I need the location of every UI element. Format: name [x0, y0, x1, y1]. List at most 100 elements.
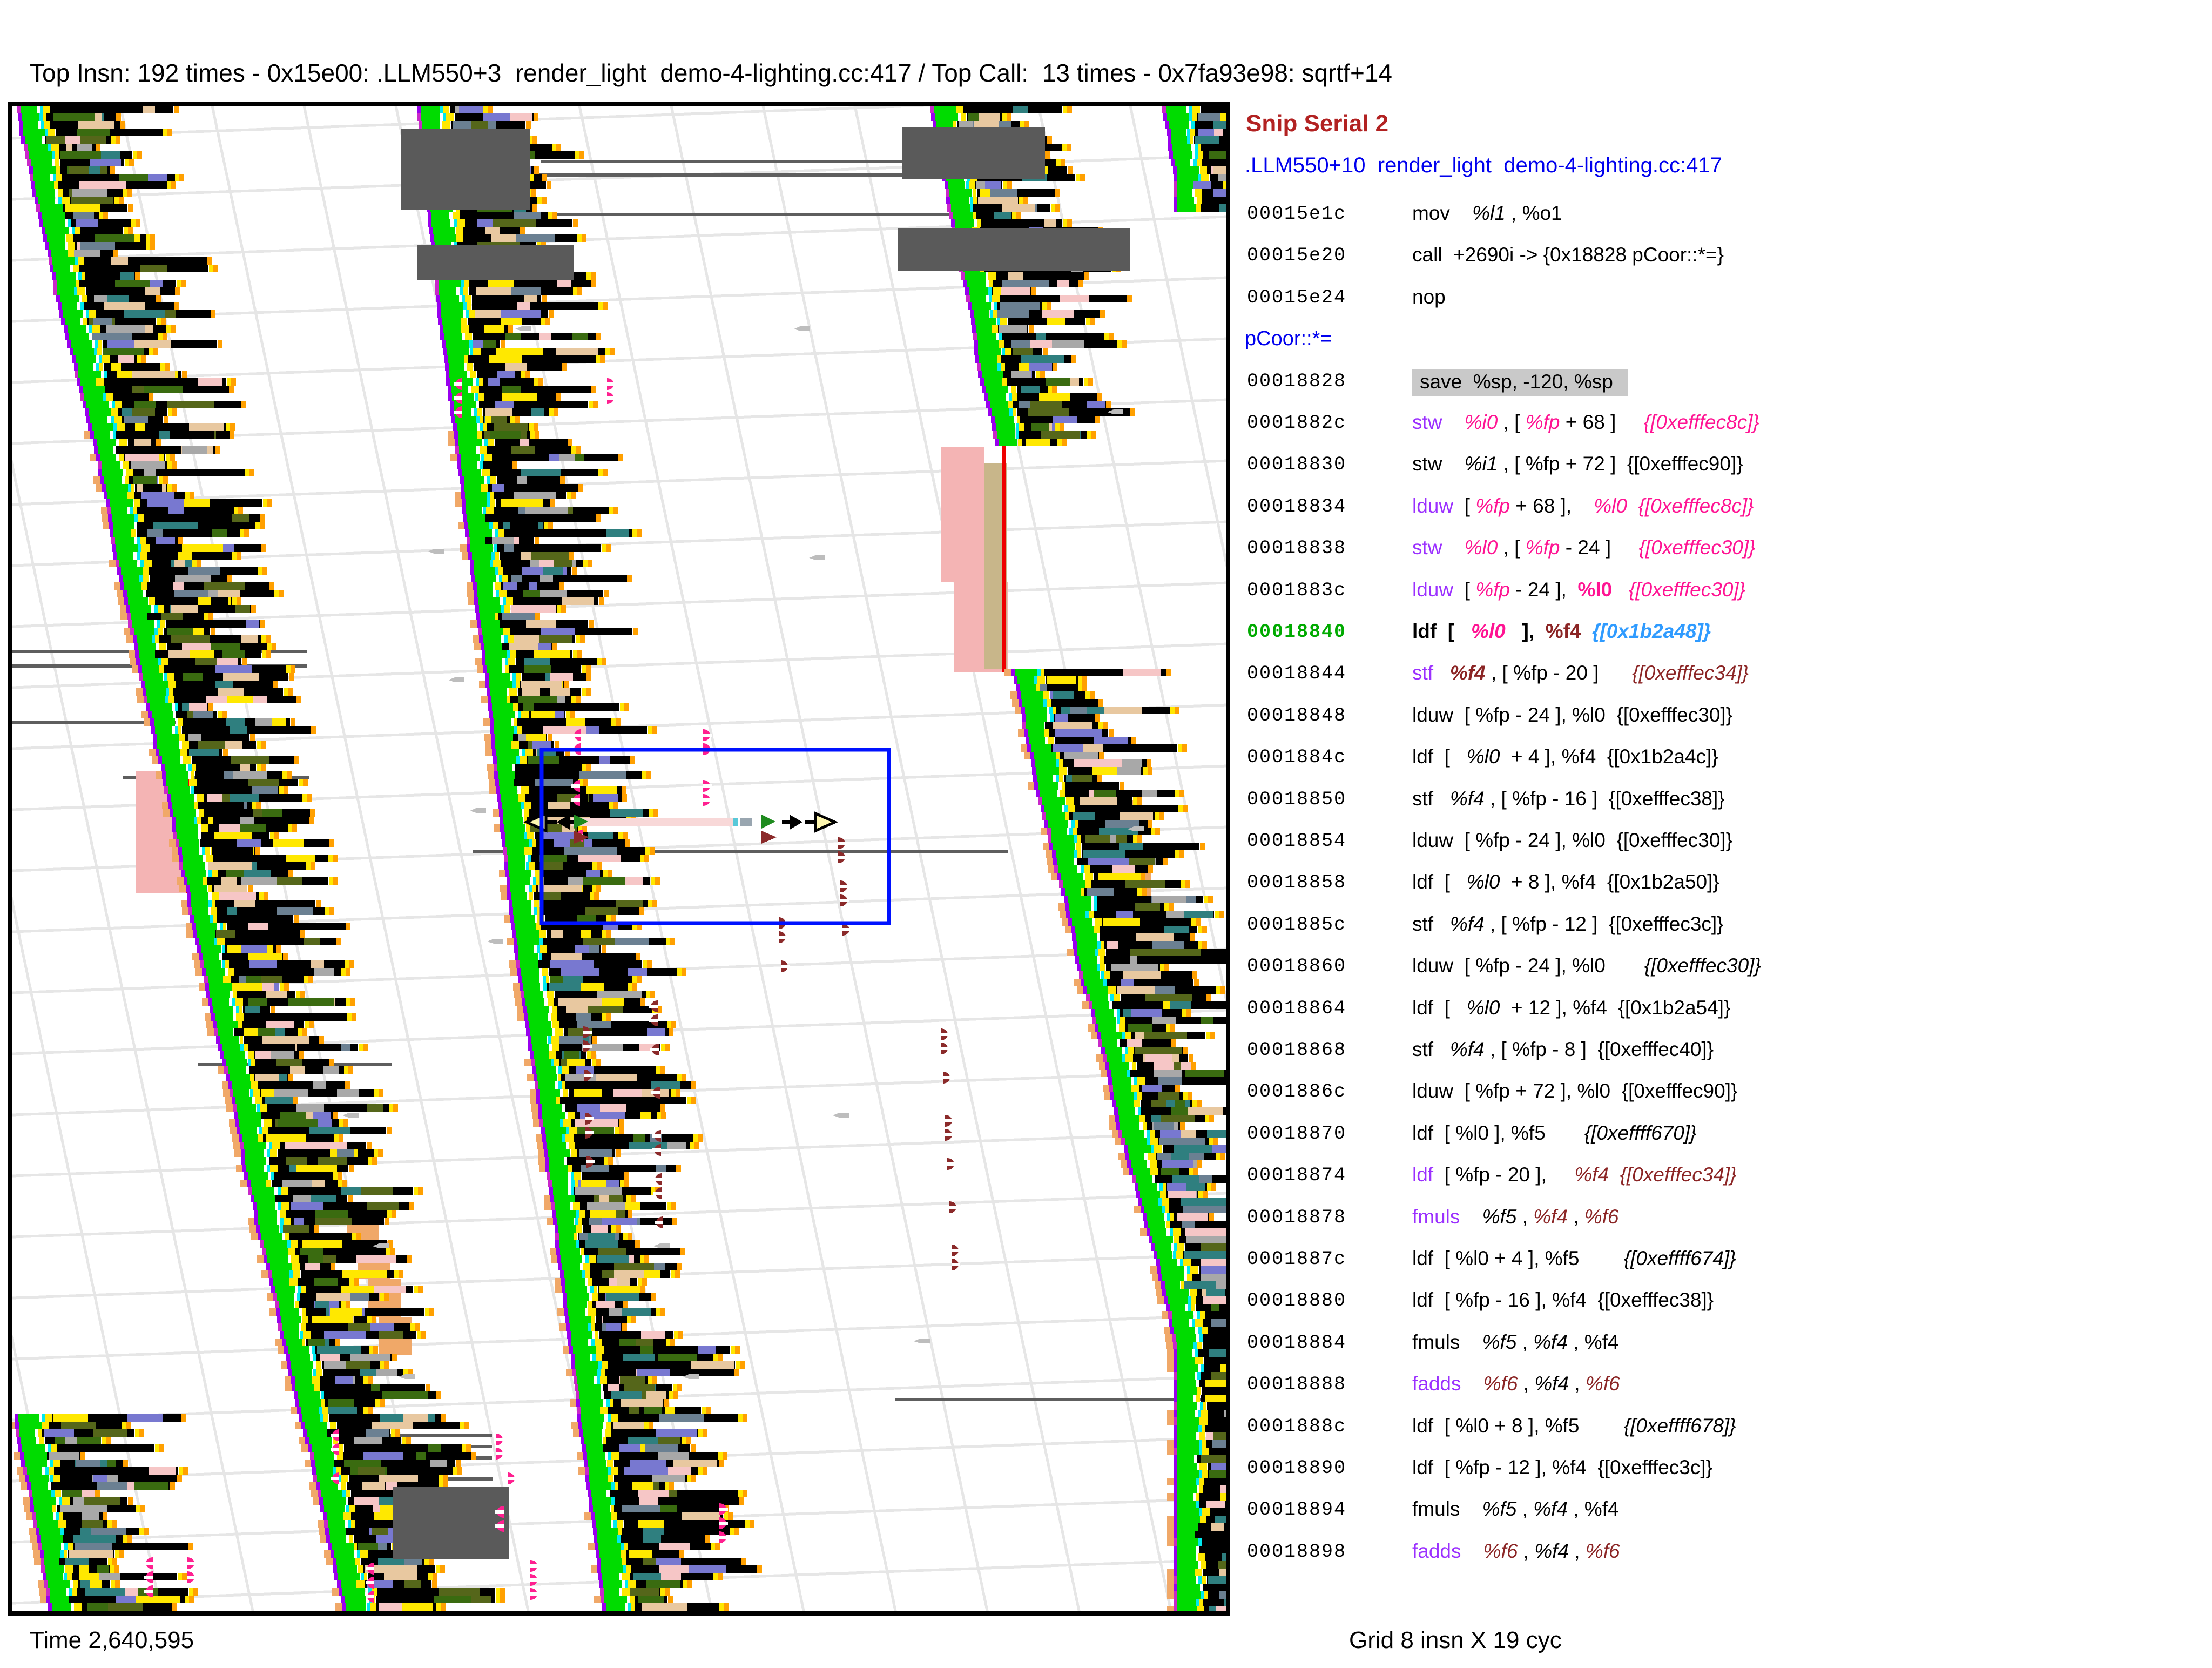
insn-address: 00018880 [1247, 1290, 1347, 1312]
insn-row[interactable]: 00018880 ldf [ %fp - 16 ], %f4 {[0xefffec… [1242, 1282, 2212, 1323]
insn-address: 0001884c [1247, 746, 1347, 769]
insn-address: 0001885c [1247, 913, 1347, 936]
insn-row[interactable]: 00018890 ldf [ %fp - 12 ], %f4 {[0xefffec… [1242, 1450, 2212, 1491]
insn-row[interactable]: 00018884 fmuls %f5 , %f4 , %f4 [1242, 1324, 2212, 1366]
insn-row[interactable]: 00015e1c mov %l1 , %o1 [1242, 196, 2212, 237]
insn-address: 0001882c [1247, 412, 1347, 434]
insn-text: lduw [ %fp + 72 ], %l0 {[0xefffec90]} [1412, 1080, 1738, 1102]
insn-text: ldf [ %l0 + 12 ], %f4 {[0x1b2a54]} [1412, 996, 1731, 1019]
insn-row[interactable]: 00018858 ldf [ %l0 + 8 ], %f4 {[0x1b2a50]… [1242, 864, 2212, 905]
insn-text: ldf [ %fp - 20 ], %f4 {[0xefffec34]} [1412, 1163, 1737, 1186]
insn-text: save %sp, -120, %sp [1412, 369, 1628, 396]
trace-svg[interactable] [12, 106, 1226, 1611]
squash-blobs [393, 127, 1130, 1559]
insn-address: 00018884 [1247, 1331, 1347, 1354]
insn-row[interactable]: 00015e20 call +2690i -> {0x18828 pCoor::*… [1242, 237, 2212, 278]
insn-row[interactable]: 0001887c ldf [ %l0 + 4 ], %f5 {[0xeffff67… [1242, 1241, 2212, 1282]
insn-row[interactable]: 0001884c ldf [ %l0 + 4 ], %f4 {[0x1b2a4c]… [1242, 739, 2212, 780]
trace-bands [12, 106, 1226, 1611]
insn-text: ldf [ %l0 + 8 ], %f5 {[0xeffff678]} [1412, 1414, 1736, 1437]
selected-insn-trace-bars [571, 818, 752, 826]
insn-row[interactable]: 00018854 lduw [ %fp - 24 ], %l0 {[0xefffe… [1242, 823, 2212, 864]
insn-address: 00018828 [1247, 370, 1347, 392]
insn-row[interactable]: 00018840 ldf [ %l0 ], %f4 {[0x1b2a48]} [1242, 606, 2212, 662]
insn-address: 00018840 [1247, 621, 1347, 643]
insn-text: fadds %f6 , %f4 , %f6 [1412, 1539, 1620, 1562]
annul-glyphs-pink [144, 378, 728, 1603]
insn-address: 0001887c [1247, 1248, 1347, 1270]
disassembly-panel: Snip Serial 2 .LLM550+10 render_light de… [1242, 107, 2212, 1623]
insn-text: ldf [ %l0 + 8 ], %f4 {[0x1b2a50]} [1412, 871, 1719, 893]
insn-row[interactable]: 00018860 lduw [ %fp - 24 ], %l0 {[0xefffe… [1242, 948, 2212, 989]
insn-row[interactable]: 00018850 stf %f4 , [ %fp - 16 ] {[0xefffe… [1242, 781, 2212, 822]
insn-address: 00018834 [1247, 495, 1347, 517]
scope-label-row[interactable]: pCoor::*= [1242, 321, 2212, 362]
insn-text: fmuls %f5 , %f4 , %f4 [1412, 1330, 1619, 1353]
insn-row[interactable]: 00018874 ldf [ %fp - 20 ], %f4 {[0xefffec… [1242, 1157, 2212, 1198]
insn-text: lduw [ %fp - 24 ], %l0 {[0xefffec30]} [1412, 703, 1733, 726]
insn-row[interactable]: 00018870 ldf [ %l0 ], %f5 {[0xeffff670]} [1242, 1115, 2212, 1156]
insn-row[interactable]: 00018888 fadds %f6 , %f4 , %f6 [1242, 1366, 2212, 1407]
insn-address: 00018858 [1247, 872, 1347, 894]
insn-text: stw %l0 , [ %fp - 24 ] {[0xefffec30]} [1412, 536, 1756, 559]
insn-text: nop [1412, 285, 1446, 308]
insn-row[interactable]: 00018864 ldf [ %l0 + 12 ], %f4 {[0x1b2a54… [1242, 990, 2212, 1031]
insn-row[interactable]: 0001888c ldf [ %l0 + 8 ], %f5 {[0xeffff67… [1242, 1408, 2212, 1449]
insn-row[interactable]: 00018898 fadds %f6 , %f4 , %f6 [1242, 1534, 2212, 1575]
insn-address: 00015e20 [1247, 245, 1347, 267]
insn-text: ldf [ %l0 ], %f4 {[0x1b2a48]} [1412, 620, 1711, 642]
insn-address: 00018850 [1247, 788, 1347, 810]
insn-text: ldf [ %fp - 16 ], %f4 {[0xefffec38]} [1412, 1289, 1714, 1311]
insn-text: lduw [ %fp + 68 ], %l0 {[0xefffec8c]} [1412, 494, 1754, 517]
snip-serial-title: Snip Serial 2 [1246, 110, 1389, 137]
insn-text: lduw [ %fp - 24 ], %l0 {[0xefffec30]} [1412, 954, 1761, 977]
insn-row[interactable]: 00018838 stw %l0 , [ %fp - 24 ] {[0xefffe… [1242, 530, 2212, 571]
insn-address: 00018868 [1247, 1039, 1347, 1061]
insn-text: fadds %f6 , %f4 , %f6 [1412, 1373, 1620, 1395]
insn-row[interactable]: 00018868 stf %f4 , [ %fp - 8 ] {[0xefffec… [1242, 1032, 2212, 1073]
insn-address: 00018860 [1247, 956, 1347, 978]
insn-row[interactable]: 0001882c stw %i0 , [ %fp + 68 ] {[0xefffe… [1242, 405, 2212, 446]
insn-row[interactable]: 00018848 lduw [ %fp - 24 ], %l0 {[0xefffe… [1242, 697, 2212, 738]
selected-insn-arrow-markers [523, 811, 839, 844]
insn-text: fmuls %f5 , %f4 , %f4 [1412, 1498, 1619, 1521]
insn-row[interactable]: 00018834 lduw [ %fp + 68 ], %l0 {[0xefffe… [1242, 488, 2212, 529]
insn-row[interactable]: 00018878 fmuls %f5 , %f4 , %f6 [1242, 1199, 2212, 1240]
insn-address: 00018854 [1247, 830, 1347, 852]
insn-address: 00018864 [1247, 997, 1347, 1019]
insn-address: 0001888c [1247, 1415, 1347, 1437]
insn-row[interactable]: 00018828 save %sp, -120, %sp [1242, 363, 2212, 404]
top-status-bar: Top Insn: 192 times - 0x15e00: .LLM550+3… [30, 59, 1392, 87]
insn-text: lduw [ %fp - 24 ], %l0 {[0xefffec30]} [1412, 578, 1746, 601]
insn-text: stf %f4 , [ %fp - 12 ] {[0xefffec3c]} [1412, 912, 1724, 935]
insn-row[interactable]: 00018894 fmuls %f5 , %f4 , %f4 [1242, 1491, 2212, 1532]
time-readout: Time 2,640,595 [30, 1627, 194, 1653]
insn-address: 00018890 [1247, 1457, 1347, 1479]
insn-address: 0001886c [1247, 1081, 1347, 1103]
insn-row[interactable]: 0001885c stf %f4 , [ %fp - 12 ] {[0xefffe… [1242, 906, 2212, 947]
insn-address: 00018844 [1247, 663, 1347, 685]
insn-text: fmuls %f5 , %f4 , %f6 [1412, 1205, 1619, 1228]
insn-address: 00015e1c [1247, 203, 1347, 225]
insn-text: stf %f4 , [ %fp - 8 ] {[0xefffec40]} [1412, 1038, 1714, 1060]
insn-row[interactable]: 00018830 stw %i1 , [ %fp + 72 ] {[0xefffe… [1242, 446, 2212, 487]
insn-address: 00018874 [1247, 1165, 1347, 1187]
insn-row[interactable]: 0001883c lduw [ %fp - 24 ], %l0 {[0xefffe… [1242, 572, 2212, 613]
insn-text: stw %i0 , [ %fp + 68 ] {[0xefffec8c]} [1412, 411, 1759, 433]
insn-address: 00018878 [1247, 1206, 1347, 1228]
insn-address: 00018838 [1247, 537, 1347, 560]
insn-row[interactable]: 0001886c lduw [ %fp + 72 ], %l0 {[0xefffe… [1242, 1073, 2212, 1114]
insn-row[interactable]: 00015e24 nop [1242, 279, 2212, 320]
insn-address: 00018888 [1247, 1374, 1347, 1396]
grid-scale-readout: Grid 8 insn X 19 cyc [1349, 1627, 1562, 1653]
top-marker-arc [60, 106, 78, 112]
function-context-line[interactable]: .LLM550+10 render_light demo-4-lighting.… [1245, 153, 1722, 177]
selection-rectangle[interactable] [539, 748, 891, 925]
pipeline-trace-canvas[interactable] [8, 102, 1230, 1616]
insn-text: stf %f4 , [ %fp - 20 ] {[0xefffec34]} [1412, 662, 1749, 684]
insn-text: stf %f4 , [ %fp - 16 ] {[0xefffec38]} [1412, 787, 1725, 810]
insn-text: ldf [ %l0 ], %f5 {[0xeffff670]} [1412, 1121, 1697, 1144]
insn-address: 0001883c [1247, 579, 1347, 601]
insn-address: 00018894 [1247, 1499, 1347, 1521]
insn-row[interactable]: 00018844 stf %f4 , [ %fp - 20 ] {[0xefffe… [1242, 655, 2212, 696]
